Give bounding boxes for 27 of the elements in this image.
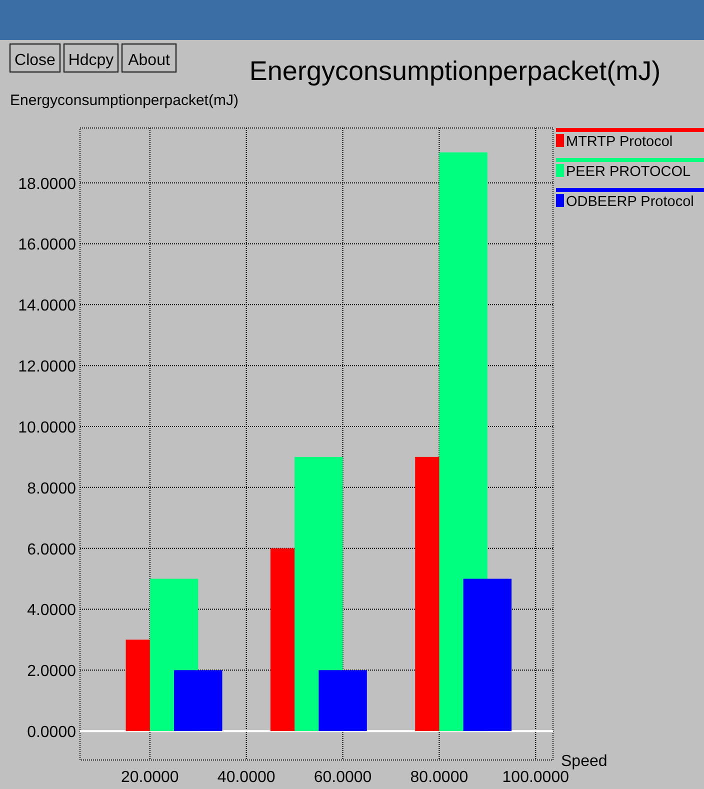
bar	[174, 670, 222, 732]
legend-label: PEER PROTOCOL	[566, 164, 691, 180]
x-tick-label: 80.0000	[410, 769, 468, 786]
x-tick-label: 20.0000	[120, 769, 179, 786]
x-tick-label: 60.0000	[314, 769, 372, 786]
y-tick-label: 0.0000	[27, 724, 76, 742]
y-tick-label: 10.0000	[18, 419, 76, 436]
y-tick-label: 12.0000	[18, 358, 76, 376]
x-tick-label: 100.0000	[502, 769, 570, 786]
y-axis-title: Energyconsumptionperpacket(mJ)	[10, 92, 238, 109]
y-tick-label: 18.0000	[18, 176, 76, 193]
y-tick-label: 16.0000	[18, 236, 76, 254]
y-tick-label: 8.0000	[27, 480, 76, 498]
y-tick-label: 14.0000	[18, 298, 76, 315]
text: About	[128, 52, 170, 69]
legend-label: MTRTP Protocol	[566, 134, 673, 150]
y-tick-label: 4.0000	[27, 602, 76, 620]
x-axis-title: Speed	[561, 753, 608, 770]
y-tick-label: 6.0000	[27, 541, 76, 558]
bar	[463, 578, 512, 732]
text: Close	[14, 52, 56, 69]
bar	[318, 670, 367, 732]
legend-label: ODBEERP Protocol	[566, 194, 694, 210]
y-tick-label: 2.0000	[27, 663, 76, 680]
chart-title: Energyconsumptionperpacket(mJ)	[249, 56, 661, 86]
x-tick-label: 40.0000	[217, 769, 276, 786]
text: Hdcpy	[68, 52, 114, 69]
